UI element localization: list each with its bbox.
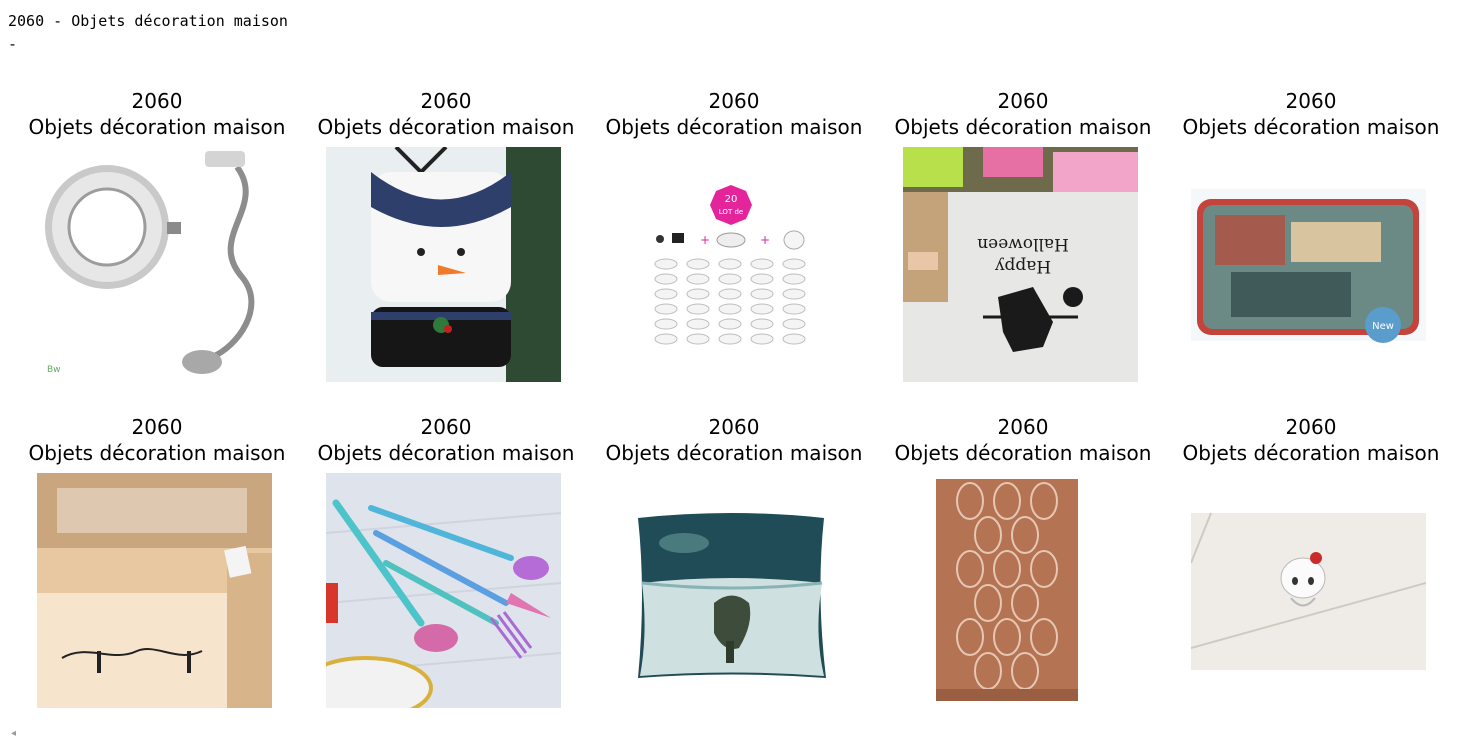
category-label: Objets décoration maison — [28, 441, 286, 465]
grid-caption: 2060 Objets décoration maison — [878, 414, 1168, 466]
output-title: 2060 - Objets décoration maison — [8, 12, 288, 30]
scroll-left-icon[interactable]: ◂ — [11, 728, 17, 739]
grid-caption: 2060 Objets décoration maison — [589, 414, 879, 466]
grid-caption: 2060 Objets décoration maison — [878, 88, 1168, 140]
product-image-tin-box: New — [1191, 147, 1426, 382]
product-image-halloween: Halloween Happy — [903, 147, 1138, 382]
category-label: Objets décoration maison — [1182, 115, 1440, 139]
svg-text:LOT de: LOT de — [719, 208, 743, 216]
product-image-snowman — [326, 147, 561, 382]
svg-text:20: 20 — [725, 194, 738, 205]
svg-text:+: + — [700, 233, 710, 247]
category-code: 2060 — [1285, 89, 1337, 113]
grid-caption: 2060 Objets décoration maison — [589, 88, 879, 140]
category-label: Objets décoration maison — [317, 441, 575, 465]
category-label: Objets décoration maison — [605, 441, 863, 465]
category-code: 2060 — [997, 89, 1049, 113]
svg-text:Happy: Happy — [994, 256, 1051, 276]
svg-text:New: New — [1372, 321, 1394, 332]
category-code: 2060 — [420, 89, 472, 113]
grid-caption: 2060 Objets décoration maison — [12, 414, 302, 466]
grid-caption: 2060 Objets décoration maison — [301, 414, 591, 466]
category-label: Objets décoration maison — [1182, 441, 1440, 465]
grid-caption: 2060 Objets décoration maison — [12, 88, 302, 140]
product-image-ring-light: Bw — [37, 147, 272, 382]
category-label: Objets décoration maison — [605, 115, 863, 139]
category-code: 2060 — [708, 89, 760, 113]
category-label: Objets décoration maison — [894, 441, 1152, 465]
category-code: 2060 — [131, 89, 183, 113]
product-image-wall-decal — [37, 473, 272, 708]
product-image-cat-figurine — [1191, 473, 1426, 708]
category-label: Objets décoration maison — [28, 115, 286, 139]
grid-caption: 2060 Objets décoration maison — [1166, 414, 1456, 466]
product-image-cushion — [614, 473, 849, 708]
product-image-towel — [903, 473, 1138, 708]
category-code: 2060 — [420, 415, 472, 439]
svg-text:+: + — [760, 233, 770, 247]
category-code: 2060 — [131, 415, 183, 439]
category-code: 2060 — [708, 415, 760, 439]
product-image-spotlight-kit: 20 LOT de + + — [614, 147, 849, 382]
category-code: 2060 — [997, 415, 1049, 439]
category-code: 2060 — [1285, 415, 1337, 439]
svg-text:Halloween: Halloween — [977, 234, 1069, 254]
svg-text:Bw: Bw — [47, 365, 61, 375]
grid-caption: 2060 Objets décoration maison — [301, 88, 591, 140]
product-image-cutlery — [326, 473, 561, 708]
category-label: Objets décoration maison — [317, 115, 575, 139]
grid-caption: 2060 Objets décoration maison — [1166, 88, 1456, 140]
output-dash: - — [8, 35, 18, 53]
output-header: 2060 - Objets décoration maison - — [8, 10, 288, 56]
category-label: Objets décoration maison — [894, 115, 1152, 139]
